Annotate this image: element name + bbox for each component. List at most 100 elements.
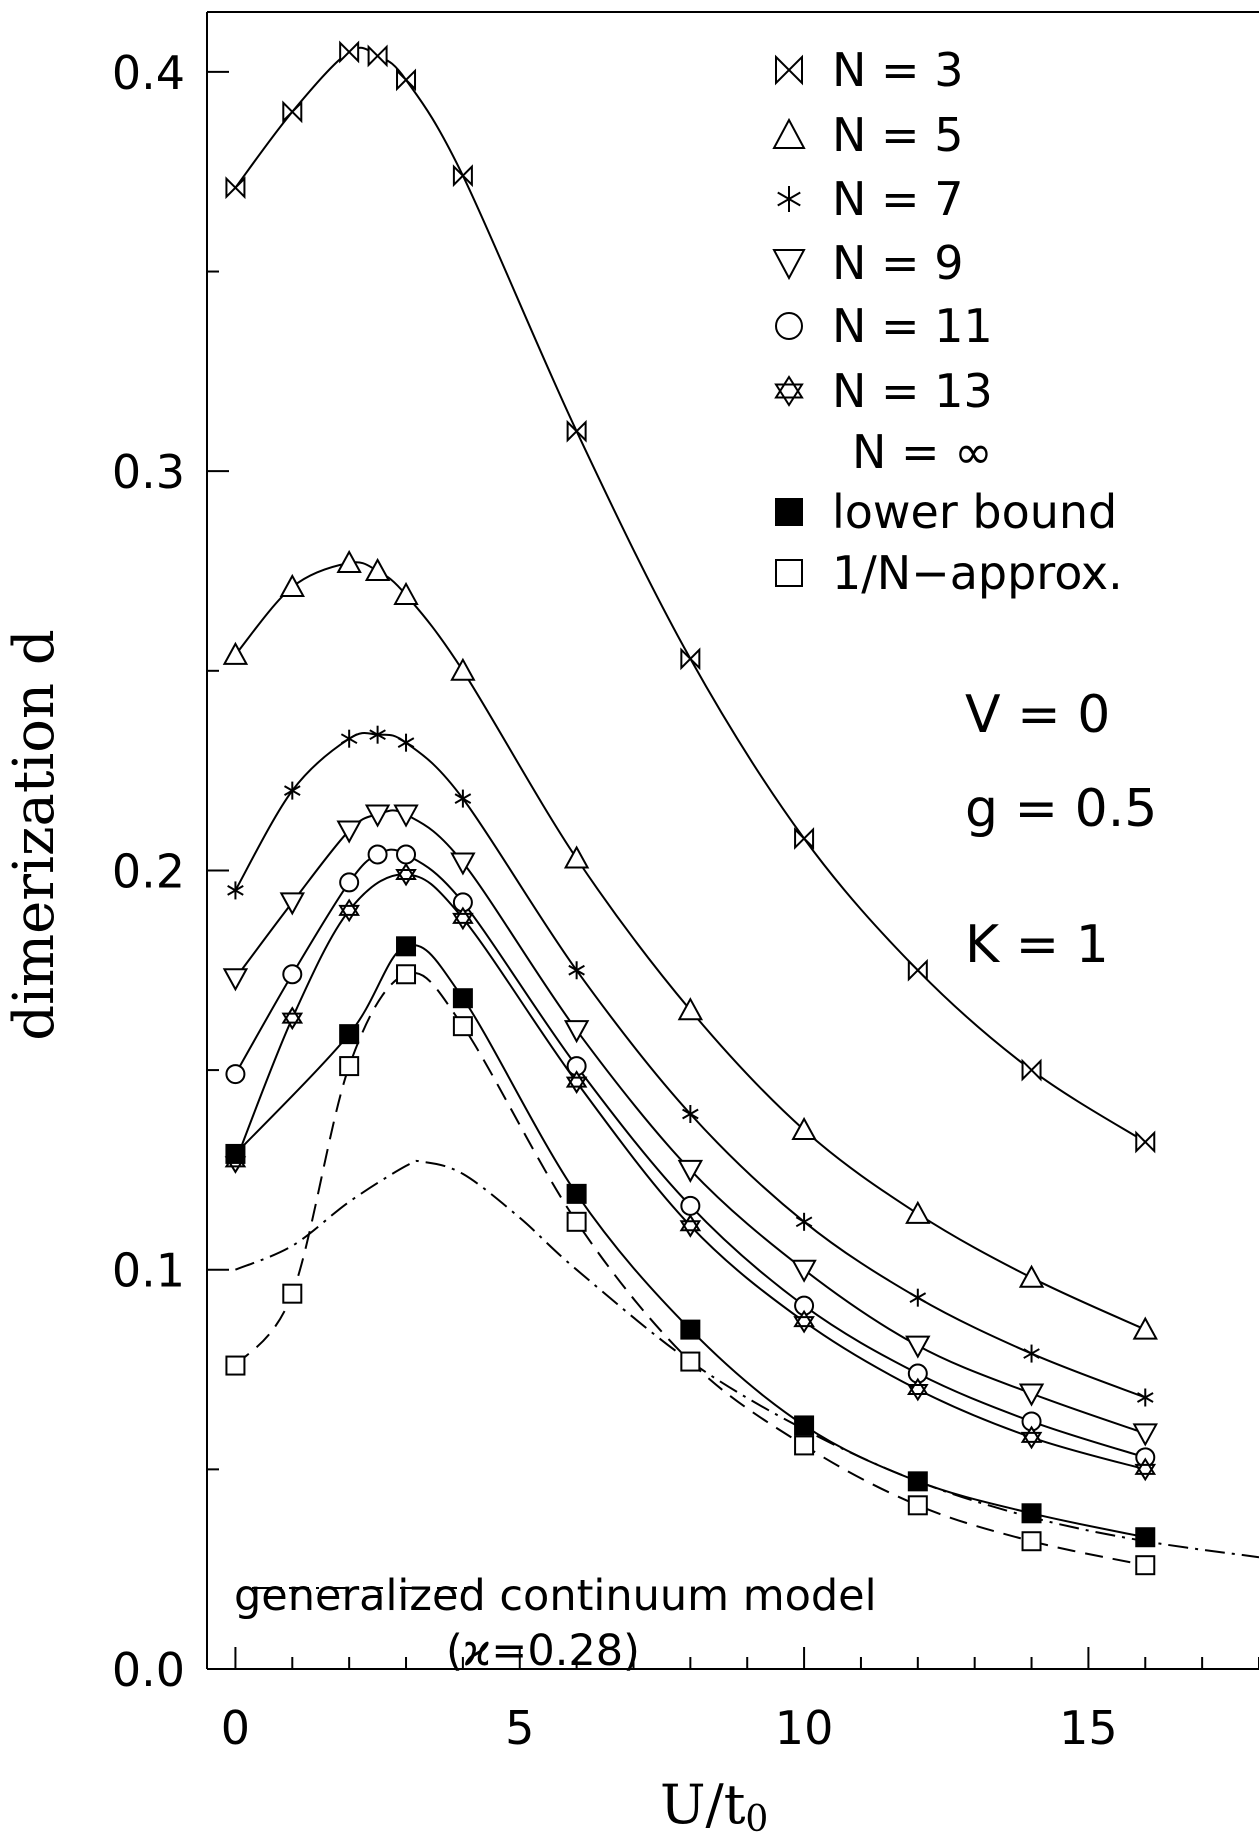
data-point-s5-tri-down (395, 868, 417, 887)
data-point-s1-shape (1132, 1316, 1158, 1340)
data-point-s5 (1134, 1457, 1157, 1482)
data-point-s6-shape (680, 1319, 701, 1340)
data-point-s4 (680, 1195, 701, 1216)
data-point-s0-shape (566, 419, 587, 443)
data-point-s2-stroke (795, 1216, 813, 1228)
data-point-s0 (1135, 1130, 1156, 1154)
data-point-s6 (1135, 1527, 1156, 1548)
data-point-s1-shape (905, 1200, 931, 1224)
data-point-s5 (338, 898, 360, 923)
y-tick-label: 0.0 (112, 1643, 185, 1697)
data-point-s5 (793, 1309, 815, 1334)
legend-symbol-4-shape (775, 312, 803, 340)
data-point-s5-tri-down (452, 912, 474, 931)
y-tick-label: 0.1 (112, 1244, 185, 1298)
legend-label-5: N = 13 (832, 364, 993, 418)
data-point-s3-shape (364, 804, 391, 828)
data-point-s2-stroke (1023, 1348, 1040, 1359)
data-point-s7 (794, 1435, 815, 1456)
data-point-s4-shape (282, 964, 303, 985)
legend-symbol-0-shape (775, 54, 803, 86)
param-k: K = 1 (965, 915, 1109, 975)
data-point-s5 (1020, 1425, 1043, 1450)
legend-symbol-3-shape (772, 249, 806, 281)
data-point-s5 (565, 1070, 588, 1094)
data-point-s0 (339, 40, 360, 64)
data-point-s5-tri-down (338, 904, 360, 923)
data-point-s5 (907, 1377, 929, 1402)
data-point-s3-shape (450, 852, 476, 876)
data-point-s0-shape (794, 827, 815, 850)
data-point-s7 (396, 964, 417, 985)
legend-label-4: N = 11 (832, 299, 993, 353)
data-point-s3-shape (279, 892, 305, 916)
data-point-s0 (396, 68, 417, 92)
data-point-s1 (450, 657, 476, 681)
annotation-kappa: (ϰ=0.28) (446, 1626, 640, 1676)
data-point-s7-shape (1021, 1531, 1042, 1552)
data-point-s0 (907, 958, 928, 982)
legend-label-7: lower bound (832, 485, 1117, 539)
data-point-s2 (682, 1105, 699, 1124)
x-tick-label: 5 (505, 1701, 534, 1755)
data-point-s2-stroke (227, 885, 244, 896)
series-line-8 (235, 1159, 1259, 1559)
data-point-s6-shape (452, 988, 473, 1009)
series-line-7 (234, 972, 1146, 1567)
data-point-s6-shape (339, 1024, 360, 1045)
data-point-s7-shape (452, 1016, 473, 1037)
data-point-s3 (336, 820, 362, 844)
data-point-s0-shape (282, 100, 303, 124)
legend-symbol-7-shape (775, 498, 803, 526)
data-point-s1-shape (1018, 1264, 1045, 1288)
data-point-s5-tri-down (281, 1012, 304, 1031)
data-point-s7 (1135, 1555, 1156, 1576)
data-point-s3-shape (1132, 1423, 1158, 1447)
legend-symbol-2 (777, 186, 801, 212)
data-point-s6-shape (566, 1183, 587, 1204)
data-point-s7-shape (566, 1211, 587, 1232)
data-point-s1 (677, 997, 704, 1021)
data-point-s7-shape (907, 1495, 928, 1516)
data-point-s7-shape (282, 1283, 303, 1304)
data-point-s6-shape (1021, 1503, 1042, 1524)
data-point-s0-shape (907, 958, 928, 982)
legend-symbol-4 (775, 312, 803, 340)
data-point-s1 (1132, 1316, 1158, 1340)
data-point-s5 (281, 1006, 304, 1031)
data-point-s6 (396, 936, 417, 957)
param-v: V = 0 (965, 685, 1110, 745)
data-point-s2-stroke (1136, 1392, 1154, 1403)
x-axis-label-main: U/t (660, 1773, 746, 1834)
data-point-s3-shape (905, 1335, 931, 1359)
data-point-s4-shape (225, 1064, 246, 1085)
data-point-s5 (679, 1213, 702, 1238)
data-point-s7-shape (794, 1435, 815, 1456)
data-point-s5-tri-down (793, 1316, 815, 1334)
data-point-s5-tri-up (281, 1006, 304, 1024)
data-point-s3-shape (336, 820, 362, 844)
data-point-s6-shape (907, 1471, 928, 1492)
data-point-s1 (336, 549, 362, 574)
data-point-s0 (680, 647, 701, 671)
data-point-s6 (907, 1471, 928, 1492)
data-point-s3 (563, 1020, 590, 1044)
data-point-s3 (1132, 1423, 1158, 1447)
data-point-s6-shape (396, 936, 417, 957)
legend-label-0: N = 3 (832, 43, 963, 97)
data-point-s7 (282, 1283, 303, 1304)
y-axis-label: dimerization d (2, 629, 67, 1040)
data-point-s3-shape (677, 1159, 704, 1183)
data-point-s0-shape (452, 164, 473, 188)
data-point-s2 (369, 725, 386, 744)
data-point-s1-shape (677, 997, 704, 1021)
data-point-s2 (1023, 1344, 1040, 1363)
data-point-s1-shape (791, 1116, 817, 1140)
x-tick-label: 15 (1059, 1701, 1118, 1755)
data-point-s2 (340, 729, 358, 748)
data-point-s0 (1021, 1058, 1042, 1082)
parameters: V = 0 g = 0.5 K = 1 (965, 685, 1157, 975)
data-point-s3 (677, 1159, 704, 1183)
data-point-s1 (905, 1200, 931, 1224)
data-point-s0 (225, 176, 246, 200)
